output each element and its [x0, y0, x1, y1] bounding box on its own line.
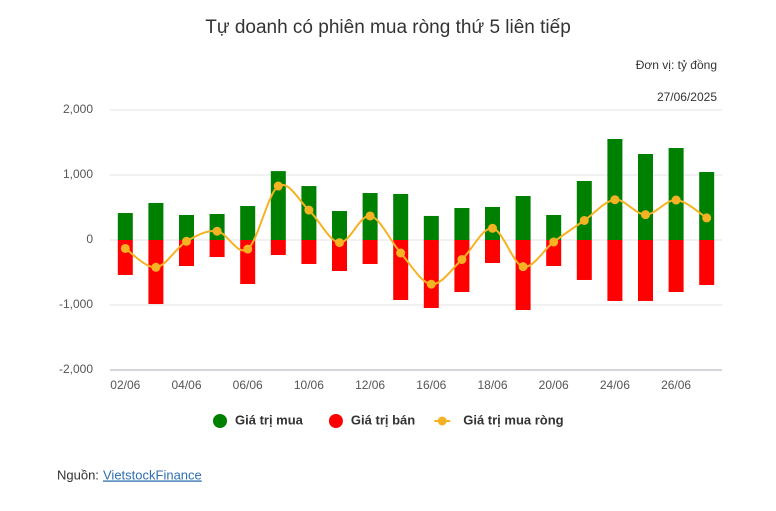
x-tick-label: 26/06: [661, 378, 691, 392]
bar: [576, 180, 592, 240]
line-point: [151, 262, 161, 272]
line-point: [396, 248, 406, 258]
line-point: [120, 243, 130, 253]
line-point: [671, 195, 681, 205]
legend-marker: [328, 414, 343, 428]
bar: [332, 211, 347, 240]
legend-marker: [437, 416, 447, 426]
bar: [332, 240, 347, 272]
line-point: [365, 211, 375, 221]
line-point: [273, 181, 283, 191]
legend-marker: [213, 414, 227, 428]
line-point: [579, 216, 589, 225]
x-tick-label: 04/06: [171, 378, 201, 392]
x-tick-label: 02/06: [110, 378, 140, 392]
x-tick-label: 18/06: [477, 378, 507, 392]
bar: [546, 214, 562, 240]
bar: [668, 240, 684, 292]
bar: [423, 240, 439, 308]
legend-text: Giá trị mua: [235, 412, 304, 427]
line-point: [549, 237, 559, 247]
bar: [240, 206, 256, 240]
line-point: [641, 210, 650, 220]
x-tick-label: 10/06: [294, 378, 324, 392]
bar: [179, 214, 194, 240]
bar: [270, 171, 286, 240]
y-tick-label: -2,000: [59, 362, 93, 376]
bar: [485, 206, 500, 240]
bar: [576, 240, 592, 280]
x-tick-label: 24/06: [600, 378, 630, 392]
x-tick-label: 12/06: [355, 378, 385, 392]
line-point: [610, 195, 620, 205]
y-tick-label: 0: [86, 232, 93, 246]
line-point: [702, 213, 712, 223]
line-point: [243, 244, 253, 254]
x-tick-label: 16/06: [416, 378, 446, 392]
line-point: [182, 236, 191, 246]
bar: [209, 240, 225, 258]
y-tick-label: 1,000: [63, 167, 93, 181]
bar: [515, 240, 531, 311]
source-label: Nguồn:: [57, 467, 99, 482]
bar: [301, 240, 317, 264]
x-tick-label: 06/06: [233, 378, 263, 392]
line-point: [335, 238, 344, 248]
x-tick-label: 20/06: [539, 378, 569, 392]
bar: [117, 213, 133, 240]
bar: [423, 215, 439, 240]
legend-text: Giá trị mua ròng: [463, 412, 563, 427]
bar: [638, 154, 653, 240]
bar: [699, 172, 715, 240]
bar: [485, 240, 500, 264]
bar: [148, 240, 164, 305]
bar: [607, 240, 623, 301]
legend-item: Giá trị bán: [328, 412, 415, 428]
bar: [699, 240, 715, 285]
bar: [362, 240, 378, 264]
bar: [454, 208, 470, 240]
bar: [393, 193, 409, 240]
line-point: [212, 226, 222, 236]
bar: [515, 195, 531, 240]
source-link[interactable]: VietstockFinance: [103, 467, 202, 482]
bar: [179, 240, 194, 266]
bar: [454, 240, 470, 292]
line-point: [304, 205, 314, 215]
line-point: [457, 255, 467, 264]
y-tick-label: 2,000: [63, 102, 93, 116]
legend-item: Giá trị mua: [213, 412, 304, 428]
line-point: [426, 279, 436, 289]
line-point: [518, 262, 528, 272]
chart-title: Tự doanh có phiên mua ròng thứ 5 liên ti…: [205, 17, 571, 38]
bar: [638, 240, 653, 301]
bar: [148, 202, 164, 240]
legend-text: Giá trị bán: [351, 412, 415, 427]
y-tick-label: -1,000: [59, 297, 93, 311]
bar: [668, 148, 684, 240]
legend-item: Giá trị mua ròng: [434, 412, 564, 427]
unit-note: Đơn vị: tỷ đồng: [636, 58, 717, 72]
line-point: [488, 223, 497, 233]
bar: [607, 138, 623, 240]
date-note: 27/06/2025: [657, 90, 717, 104]
bar: [270, 240, 286, 256]
